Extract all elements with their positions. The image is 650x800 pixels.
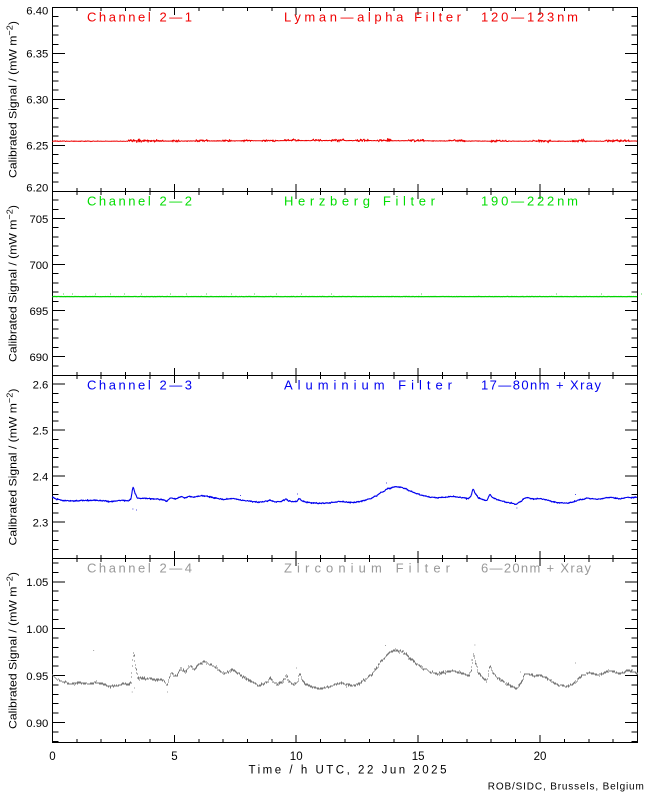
svg-text:2.5: 2.5 [33,425,49,437]
svg-text:Channel 2—4: Channel 2—4 [87,561,192,576]
svg-text:2.6: 2.6 [33,380,49,392]
svg-text:2.3: 2.3 [33,517,49,529]
svg-text:690: 690 [29,352,48,364]
svg-text:Calibrated Signal / (mW m−2): Calibrated Signal / (mW m−2) [4,205,19,362]
svg-text:20: 20 [534,751,547,763]
svg-text:6—20nm + Xray: 6—20nm + Xray [481,561,592,576]
svg-text:0.90: 0.90 [26,718,48,730]
svg-text:0: 0 [49,751,55,763]
svg-text:Aluminium Filter: Aluminium Filter [284,378,453,393]
svg-text:Channel 2—3: Channel 2—3 [87,378,192,393]
svg-text:Time / h UTC, 22 Jun 2025: Time / h UTC, 22 Jun 2025 [249,765,447,777]
svg-text:6.20: 6.20 [26,182,48,194]
svg-text:700: 700 [29,260,48,272]
svg-text:6.25: 6.25 [26,141,48,153]
svg-text:15: 15 [412,751,425,763]
svg-text:2.4: 2.4 [33,471,49,483]
svg-text:190—222nm: 190—222nm [481,194,578,209]
svg-text:6.35: 6.35 [26,49,48,61]
svg-text:Calibrated Signal / (mW m−2): Calibrated Signal / (mW m−2) [4,572,19,729]
svg-text:6.30: 6.30 [26,95,48,107]
svg-text:Calibrated Signal / (mW m−2): Calibrated Signal / (mW m−2) [4,388,19,545]
svg-text:Channel 2—1: Channel 2—1 [87,10,192,25]
svg-text:120—123nm: 120—123nm [481,10,578,25]
svg-text:705: 705 [29,214,48,226]
svg-text:Channel 2—2: Channel 2—2 [87,194,192,209]
svg-text:Calibrated Signal / (mW m−2): Calibrated Signal / (mW m−2) [4,21,19,178]
svg-text:10: 10 [290,751,303,763]
svg-text:1.05: 1.05 [26,577,48,589]
svg-text:ROB/SIDC, Brussels, Belgium: ROB/SIDC, Brussels, Belgium [488,781,644,792]
svg-text:1.00: 1.00 [26,624,48,636]
svg-text:0.95: 0.95 [26,671,48,683]
svg-text:695: 695 [29,306,48,318]
svg-text:17—80nm + Xray: 17—80nm + Xray [481,378,602,393]
svg-text:6.40: 6.40 [26,6,48,18]
svg-text:5: 5 [171,751,177,763]
